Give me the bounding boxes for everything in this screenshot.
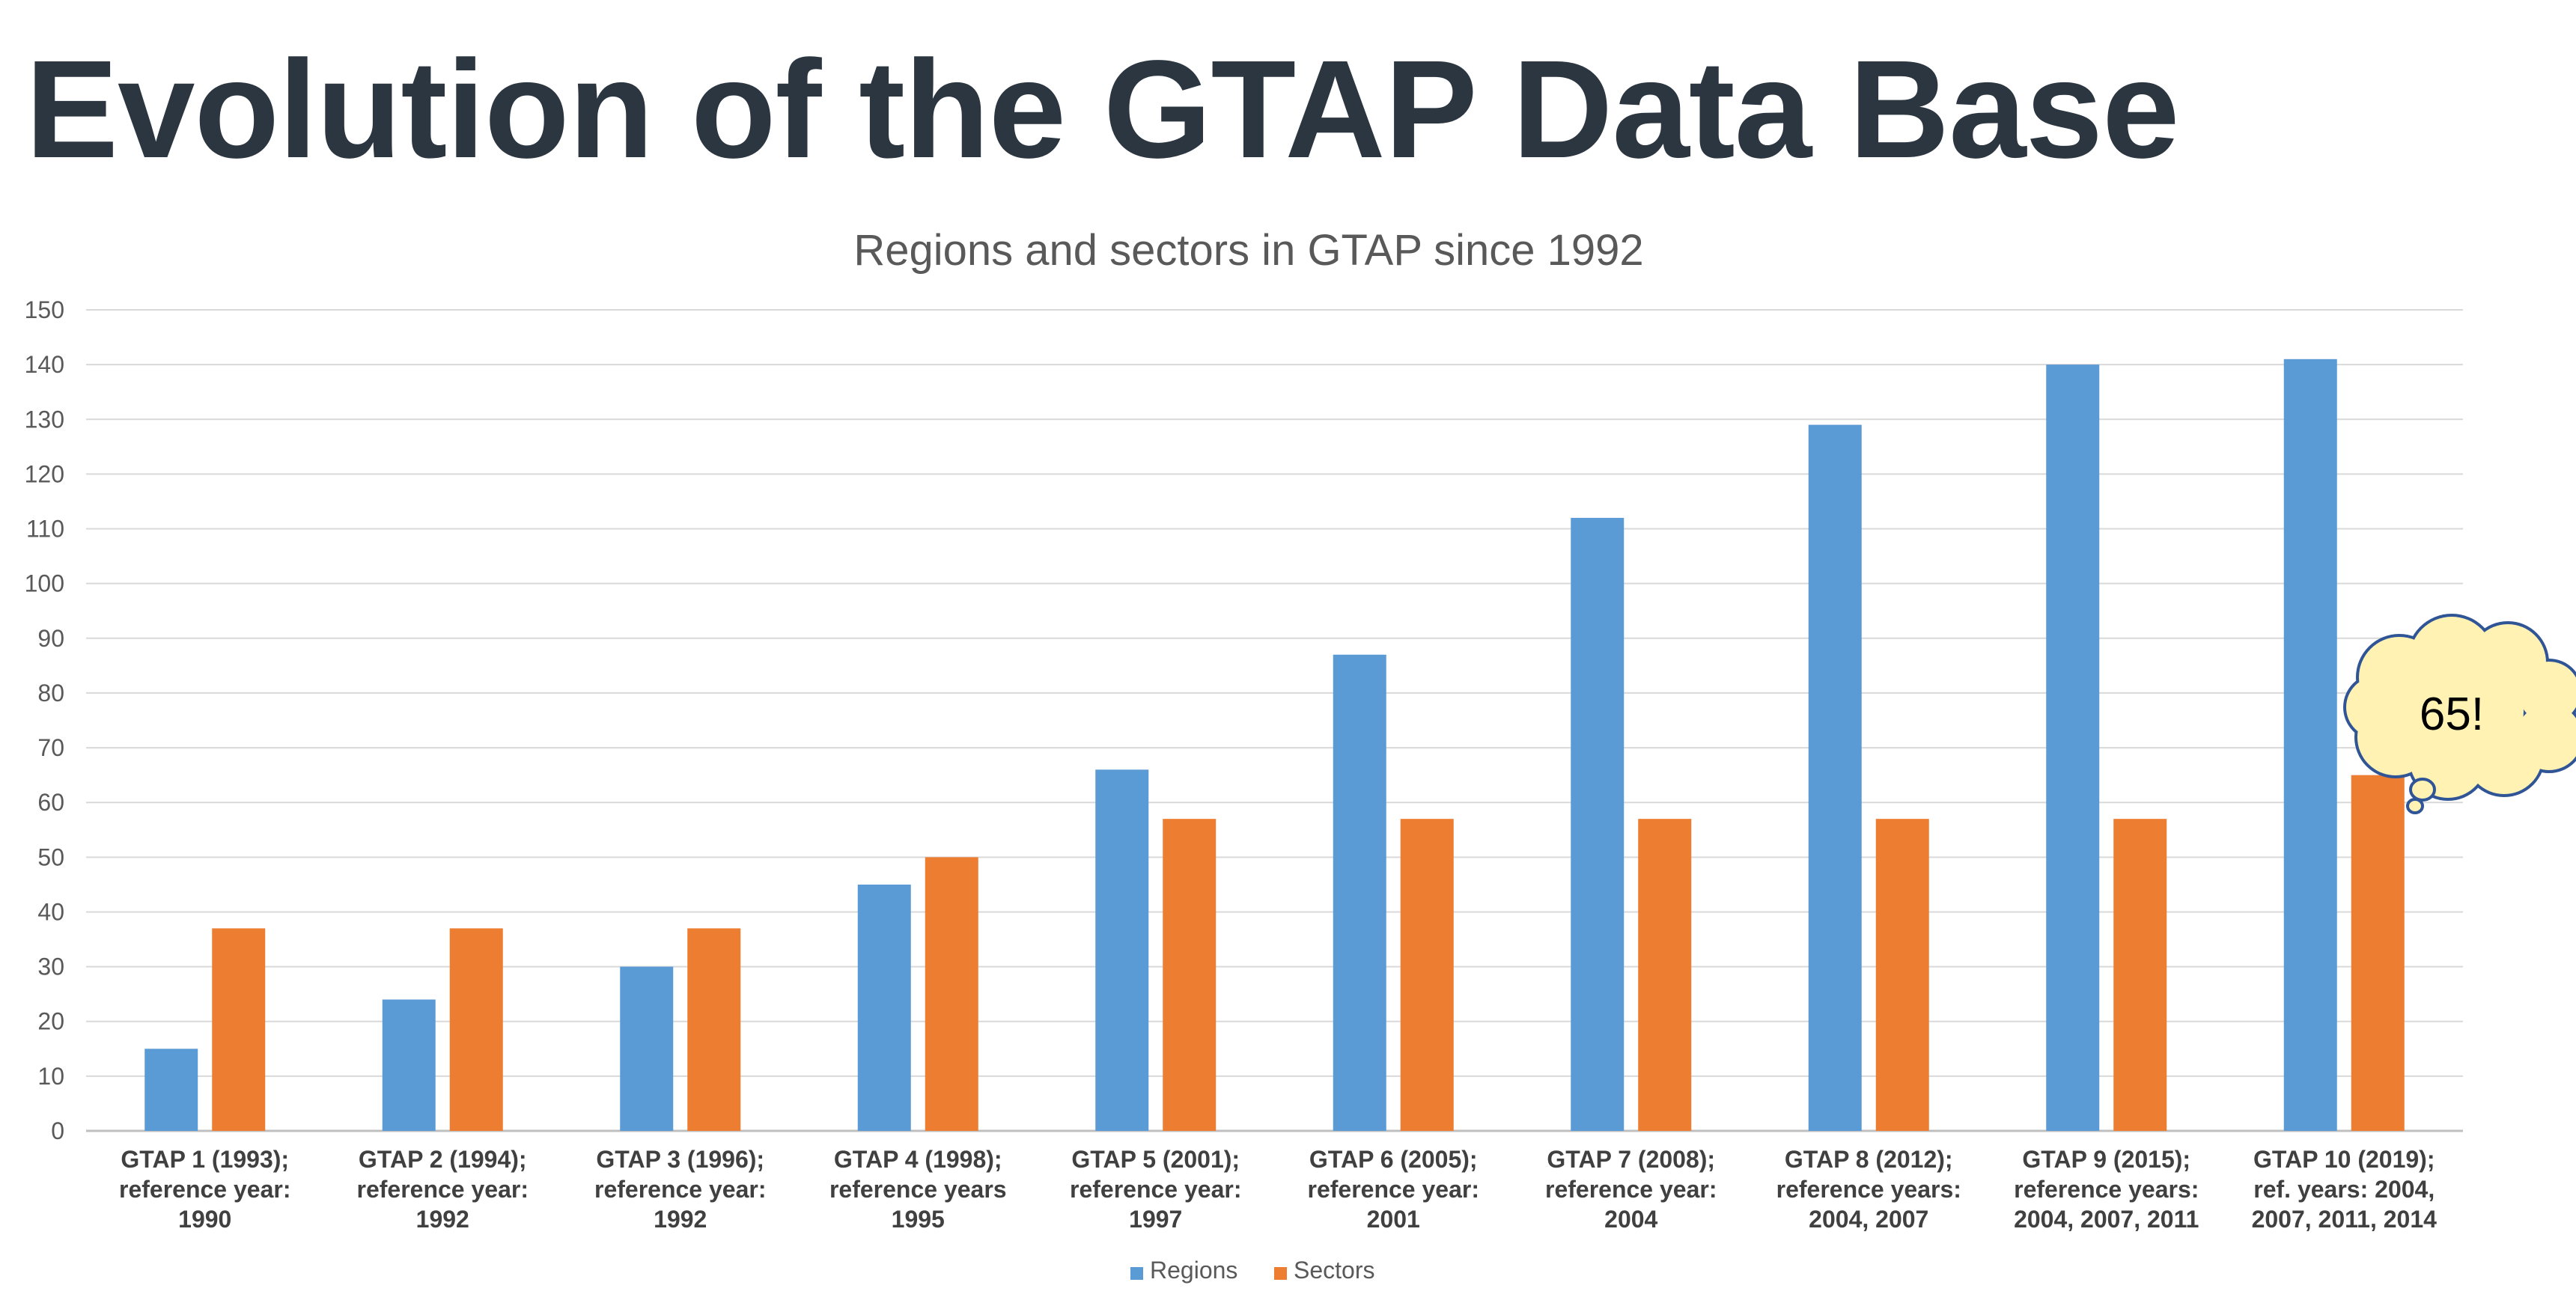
x-tick-label-line: 1990: [178, 1206, 231, 1233]
bar-regions: [1333, 654, 1386, 1131]
y-tick-label: 120: [25, 460, 64, 487]
legend-swatch-regions: [1130, 1267, 1143, 1280]
y-tick-label: 110: [26, 516, 64, 543]
y-tick-label: 40: [37, 898, 64, 925]
x-tick-label-line: GTAP 2 (1994);: [359, 1146, 527, 1173]
callout-text: 65!: [2420, 689, 2484, 740]
x-tick-label-line: reference years:: [1776, 1176, 1961, 1203]
legend: Regions Sectors: [1130, 1257, 1374, 1284]
callout-cloud: [2343, 614, 2576, 801]
x-tick-label: GTAP 4 (1998); reference years 1995: [829, 1146, 1007, 1233]
bar-regions: [620, 966, 674, 1131]
slide-title: Evolution of the GTAP Data Base: [25, 32, 2180, 187]
bar-regions: [2046, 364, 2100, 1132]
x-tick-label: GTAP 3 (1996); reference year: 1992: [594, 1146, 766, 1233]
y-tick-label: 50: [37, 843, 64, 870]
x-tick-label-line: 2004: [1604, 1206, 1657, 1233]
x-tick-label-line: GTAP 6 (2005);: [1309, 1146, 1478, 1173]
x-tick-label: GTAP 5 (2001); reference year: 1997: [1070, 1146, 1241, 1233]
x-tick-label-line: GTAP 1 (1993);: [121, 1146, 289, 1173]
x-tick-label: GTAP 1 (1993); reference year: 1990: [119, 1146, 290, 1233]
bar-sectors: [687, 928, 741, 1131]
bar-regions: [1808, 424, 1862, 1131]
y-tick-label: 70: [37, 734, 64, 761]
bar-regions: [382, 999, 436, 1131]
x-tick-label-line: 2001: [1367, 1206, 1420, 1233]
legend-swatch-sectors: [1274, 1267, 1287, 1280]
bar-sectors: [2113, 819, 2167, 1131]
y-tick-label: 30: [37, 954, 64, 980]
cloud-tail-bubble-large: [2409, 778, 2436, 802]
x-tick-label-line: GTAP 7 (2008);: [1547, 1146, 1715, 1173]
x-tick-label-line: reference year:: [1545, 1176, 1717, 1203]
bars: [144, 358, 2405, 1132]
y-tick-label: 150: [25, 296, 64, 323]
callout-bubble: 65!: [2343, 614, 2576, 814]
x-tick-label-line: 2004, 2007: [1809, 1206, 1928, 1233]
cloud-puff: [2402, 650, 2524, 772]
y-axis-ticks: 0 10 20 30 40 50 60 70 80 90 100 110 120 130 140 150: [25, 296, 64, 1144]
x-tick-label: GTAP 8 (2012); reference years: 2004, 2007: [1776, 1146, 1961, 1233]
x-tick-label-line: reference years:: [2014, 1176, 2199, 1203]
x-tick-label-line: GTAP 9 (2015);: [2022, 1146, 2190, 1173]
x-tick-label-line: reference years: [829, 1176, 1007, 1203]
cloud-puff: [2346, 677, 2408, 738]
x-tick-label: GTAP 2 (1994); reference year: 1992: [357, 1146, 529, 1233]
x-tick-label-line: 1992: [654, 1206, 707, 1233]
y-tick-label: 10: [37, 1063, 64, 1090]
y-tick-label: 0: [51, 1117, 64, 1144]
bar-regions: [2283, 358, 2337, 1131]
x-tick-label: GTAP 9 (2015); reference years: 2004, 2007…: [2014, 1146, 2199, 1233]
bar-regions: [857, 884, 911, 1131]
x-tick-label-line: reference year:: [119, 1176, 290, 1203]
y-tick-label: 140: [25, 351, 64, 378]
x-tick-label-line: reference year:: [357, 1176, 529, 1203]
x-axis-ticks: GTAP 1 (1993); reference year: 1990 GTAP 2 …: [119, 1146, 2437, 1233]
bar-sectors: [212, 928, 266, 1131]
bar-sectors: [1400, 819, 1454, 1131]
x-tick-label-line: 2004, 2007, 2011: [2014, 1206, 2199, 1233]
x-tick-label: GTAP 7 (2008); reference year: 2004: [1545, 1146, 1717, 1233]
x-tick-label: GTAP 6 (2005); reference year: 2001: [1308, 1146, 1479, 1233]
y-tick-label: 60: [37, 789, 64, 816]
bar-regions: [1095, 769, 1149, 1131]
bar-sectors: [1875, 819, 1929, 1131]
x-tick-label-line: GTAP 3 (1996);: [596, 1146, 764, 1173]
gridlines: [86, 309, 2463, 1132]
chart-title: Regions and sectors in GTAP since 1992: [853, 226, 1643, 275]
y-tick-label: 20: [37, 1008, 64, 1035]
bar-regions: [144, 1049, 198, 1131]
x-tick-label-line: 1995: [892, 1206, 945, 1233]
y-tick-label: 130: [25, 406, 64, 433]
x-tick-label-line: GTAP 5 (2001);: [1071, 1146, 1240, 1173]
y-tick-label: 80: [37, 680, 64, 707]
y-tick-label: 100: [25, 570, 64, 597]
x-tick-label-line: ref. years: 2004,: [2253, 1176, 2435, 1203]
x-tick-label-line: GTAP 8 (2012);: [1785, 1146, 1953, 1173]
x-tick-label-line: reference year:: [1308, 1176, 1479, 1203]
x-tick-label-line: 2007, 2011, 2014: [2252, 1206, 2438, 1233]
bar-sectors: [449, 928, 503, 1131]
bar-sectors: [2351, 775, 2405, 1131]
legend-label-regions: Regions: [1150, 1257, 1237, 1284]
x-tick-label-line: 1997: [1129, 1206, 1182, 1233]
x-tick-label-line: reference year:: [1070, 1176, 1241, 1203]
bar-sectors: [1638, 819, 1692, 1131]
x-tick-label-line: 1992: [416, 1206, 469, 1233]
bar-sectors: [925, 857, 978, 1131]
x-tick-label-line: reference year:: [594, 1176, 766, 1203]
x-tick-label: GTAP 10 (2019); ref. years: 2004, 2007, 20…: [2252, 1146, 2438, 1233]
x-tick-label-line: GTAP 10 (2019);: [2253, 1146, 2435, 1173]
bar-sectors: [1163, 819, 1217, 1131]
x-tick-label-line: GTAP 4 (1998);: [834, 1146, 1002, 1173]
bar-regions: [1571, 517, 1625, 1131]
cloud-tail-bubble-small: [2406, 798, 2424, 814]
legend-label-sectors: Sectors: [1294, 1257, 1374, 1284]
y-tick-label: 90: [37, 625, 64, 652]
